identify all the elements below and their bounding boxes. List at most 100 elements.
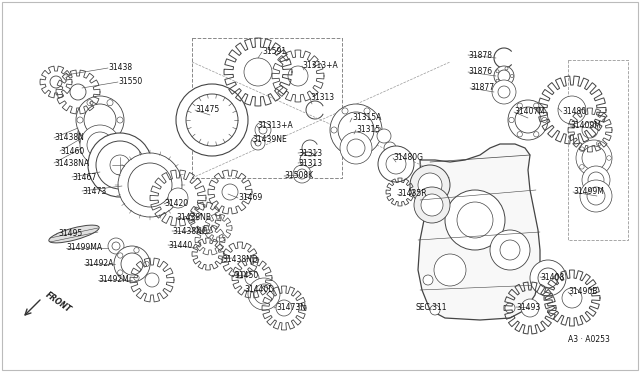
Text: 31492A: 31492A	[84, 260, 113, 269]
Circle shape	[107, 134, 113, 140]
Ellipse shape	[49, 225, 99, 243]
Circle shape	[186, 94, 238, 146]
Circle shape	[145, 273, 159, 287]
Circle shape	[117, 117, 123, 123]
Circle shape	[80, 125, 120, 165]
Circle shape	[582, 166, 610, 194]
Circle shape	[414, 187, 450, 223]
Circle shape	[245, 271, 259, 285]
Text: 31313: 31313	[310, 93, 334, 103]
Circle shape	[607, 156, 611, 160]
Text: 31473N: 31473N	[276, 302, 306, 311]
Circle shape	[118, 153, 182, 217]
Circle shape	[580, 147, 584, 151]
Circle shape	[576, 140, 612, 176]
Text: 31460: 31460	[60, 147, 84, 155]
Text: 31313+A: 31313+A	[302, 61, 338, 71]
Circle shape	[255, 140, 261, 146]
Circle shape	[276, 300, 292, 316]
Text: 31480: 31480	[562, 108, 586, 116]
Text: 31473: 31473	[82, 186, 106, 196]
Circle shape	[107, 100, 113, 106]
Circle shape	[582, 146, 606, 170]
Text: 31876: 31876	[468, 67, 492, 77]
Text: 31493: 31493	[516, 302, 540, 311]
Circle shape	[118, 253, 123, 258]
Text: 31469: 31469	[238, 193, 262, 202]
Circle shape	[96, 141, 144, 189]
Circle shape	[517, 132, 522, 137]
Circle shape	[118, 270, 123, 275]
Circle shape	[128, 163, 172, 207]
Circle shape	[87, 134, 93, 140]
Circle shape	[530, 260, 566, 296]
Circle shape	[562, 288, 582, 308]
Circle shape	[375, 127, 381, 133]
Circle shape	[430, 305, 440, 315]
Circle shape	[496, 79, 499, 82]
Circle shape	[364, 146, 370, 152]
Circle shape	[347, 139, 365, 157]
Circle shape	[76, 96, 124, 144]
Circle shape	[500, 240, 520, 260]
Text: 31438ND: 31438ND	[222, 254, 258, 263]
Circle shape	[222, 184, 238, 200]
Text: 31499MA: 31499MA	[66, 244, 102, 253]
Circle shape	[70, 84, 86, 100]
Text: 31407M: 31407M	[514, 108, 545, 116]
Circle shape	[490, 230, 530, 270]
Circle shape	[342, 108, 348, 114]
Circle shape	[293, 165, 311, 183]
Circle shape	[244, 58, 272, 86]
Circle shape	[410, 165, 450, 205]
Circle shape	[386, 154, 406, 174]
Circle shape	[87, 100, 93, 106]
Text: 31438NB: 31438NB	[176, 214, 211, 222]
Text: 31440D: 31440D	[244, 285, 274, 295]
Text: 31490B: 31490B	[568, 288, 597, 296]
Circle shape	[297, 169, 307, 179]
Circle shape	[558, 96, 586, 124]
Circle shape	[421, 194, 443, 216]
Text: SEC.311: SEC.311	[416, 302, 447, 311]
Text: 31878: 31878	[468, 51, 492, 60]
Text: 31313+A: 31313+A	[257, 122, 292, 131]
Circle shape	[134, 275, 139, 280]
Circle shape	[505, 67, 508, 70]
Circle shape	[596, 170, 601, 174]
Circle shape	[134, 247, 139, 253]
Text: 31438: 31438	[108, 64, 132, 73]
Text: 31315A: 31315A	[352, 113, 381, 122]
Circle shape	[50, 76, 62, 88]
Text: 31420: 31420	[164, 199, 188, 208]
Circle shape	[580, 164, 584, 169]
Circle shape	[515, 107, 541, 133]
Text: 31499M: 31499M	[573, 187, 604, 196]
Polygon shape	[418, 144, 540, 320]
Circle shape	[434, 254, 466, 286]
Text: 31440: 31440	[168, 241, 192, 250]
Text: 31492M: 31492M	[98, 276, 129, 285]
Circle shape	[498, 70, 510, 82]
Text: 31495: 31495	[58, 228, 83, 237]
Circle shape	[534, 103, 539, 108]
Circle shape	[248, 278, 280, 310]
Text: 31877: 31877	[470, 83, 494, 93]
Text: 31435R: 31435R	[397, 189, 427, 199]
Circle shape	[338, 112, 374, 148]
Circle shape	[538, 268, 558, 288]
Circle shape	[509, 117, 514, 123]
Circle shape	[521, 299, 539, 317]
Circle shape	[508, 100, 548, 140]
Text: 31591: 31591	[262, 48, 286, 57]
Text: 31313: 31313	[298, 148, 322, 157]
Circle shape	[254, 284, 274, 304]
Text: 31550: 31550	[118, 77, 142, 87]
Circle shape	[77, 117, 83, 123]
Text: 31475: 31475	[195, 106, 220, 115]
Circle shape	[87, 132, 113, 158]
Text: A3 · A0253: A3 · A0253	[568, 336, 610, 344]
Circle shape	[251, 136, 265, 150]
Circle shape	[342, 146, 348, 152]
Circle shape	[378, 146, 414, 182]
